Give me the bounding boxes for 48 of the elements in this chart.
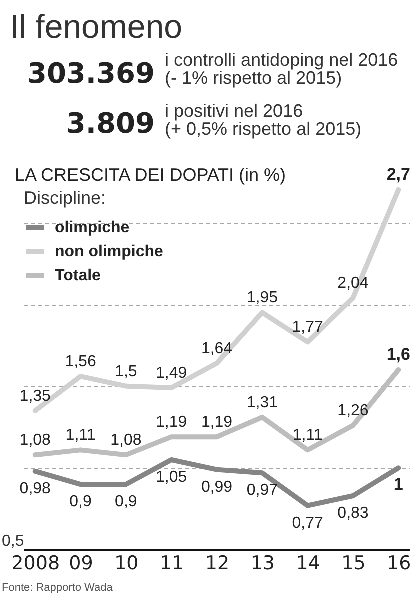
x-tick-label: 11 <box>160 552 184 574</box>
x-tick-label: 09 <box>69 552 94 574</box>
source-note: Fonte: Rapporto Wada <box>2 582 114 594</box>
data-label: 2,7 <box>386 165 410 184</box>
data-label: 1,08 <box>110 432 142 450</box>
x-tick-label: 2008 <box>12 552 60 574</box>
x-tick-label: 15 <box>342 552 366 574</box>
data-label: 1,19 <box>156 414 188 432</box>
text: i positivi nel 2016 <box>165 101 304 121</box>
data-label: 1,35 <box>20 388 52 405</box>
data-label: 0,83 <box>338 505 369 522</box>
chart-subtitle: LA CRESCITA DEI DOPATI (in %) <box>15 165 286 185</box>
data-label: 1,19 <box>201 414 233 432</box>
data-label: 1,56 <box>65 354 96 371</box>
x-tick-label: 12 <box>205 552 230 574</box>
data-label: 0,77 <box>292 514 324 532</box>
legend-title: Discipline: <box>24 188 106 208</box>
data-label: 1,77 <box>292 319 324 336</box>
text: 3.809 <box>66 107 155 140</box>
text: 0,5 <box>2 533 24 550</box>
data-label: 0,9 <box>70 494 92 511</box>
data-label: 2,04 <box>338 275 369 292</box>
data-label: 0,98 <box>20 480 52 498</box>
data-label: 1,26 <box>338 402 369 420</box>
data-label: 1,08 <box>20 432 52 450</box>
legend-label: olimpiche <box>55 220 130 236</box>
data-label: 1,5 <box>115 363 138 380</box>
x-tick-label: 10 <box>114 552 139 574</box>
text: 303.369 <box>27 57 155 90</box>
x-tick-label: 13 <box>250 552 276 574</box>
data-label: 0,97 <box>246 482 278 500</box>
data-label: 1,49 <box>156 365 188 382</box>
data-label: 1,05 <box>156 469 188 486</box>
data-label: 1,31 <box>246 394 278 412</box>
data-label: 1,95 <box>246 290 278 307</box>
data-label: 0,99 <box>201 478 233 496</box>
x-tick-label: 16 <box>387 552 412 574</box>
legend-label: Totale <box>55 268 102 284</box>
chart-title: Il fenomeno <box>10 8 182 45</box>
text: i controlli antidoping nel 2016 <box>165 50 398 70</box>
data-label: 0,9 <box>115 494 138 511</box>
x-tick-label: 14 <box>296 552 320 574</box>
data-label: 1,64 <box>201 340 233 358</box>
data-label: 1,6 <box>386 345 410 364</box>
data-label: 1 <box>394 475 404 494</box>
data-label: 1,11 <box>66 427 96 444</box>
data-label: 1,11 <box>292 427 323 444</box>
legend-label: non olimpiche <box>55 244 164 260</box>
